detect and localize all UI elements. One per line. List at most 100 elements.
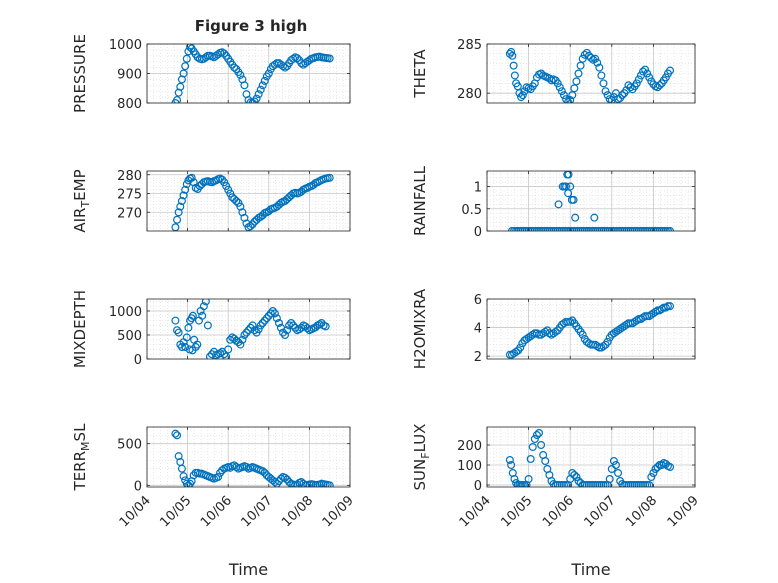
data-point [574,477,583,486]
data-point [240,81,249,90]
data-point [638,67,647,76]
data-point [626,83,635,92]
data-point [661,303,670,312]
data-point [177,197,186,206]
data-point [238,335,247,344]
data-point [258,319,267,328]
x-tick-label: 10/09 [665,493,702,530]
data-point [260,76,269,85]
axes-box [486,43,696,104]
data-point [232,197,241,206]
data-series [505,47,675,103]
data-point [246,222,255,231]
data-point [216,468,225,477]
data-point [262,314,271,323]
data-point [226,463,235,472]
y-tick-label: 0 [134,353,142,368]
data-point [651,465,660,474]
subplot-rainfall: 0 0.5 1 RAINFALL [411,165,696,240]
data-point [220,350,229,359]
x-tick-label: 10/04 [117,493,154,530]
data-point [279,328,288,337]
data-point [236,70,245,79]
y-axis-label: PRESSURE [71,34,89,113]
data-point [234,338,243,347]
x-tick-label: 10/04 [457,493,494,530]
data-point [254,90,263,99]
data-point [526,455,535,464]
data-point [325,54,334,63]
subplot-h2omixra: 2 4 6 H2OMIXRA [411,288,696,369]
data-point [274,477,283,486]
data-series [171,44,334,103]
data-point [260,316,269,325]
data-point [666,66,675,75]
data-point [323,480,332,487]
data-point [246,323,255,332]
minor-grid [487,299,695,359]
data-point [655,81,664,90]
data-point [236,340,245,349]
data-point [176,202,185,211]
data-point [591,54,600,63]
data-point [276,474,285,483]
y-tick-label: 0 [134,479,142,494]
data-point [524,475,533,484]
y-tick-label: 4 [474,322,482,337]
y-tick-label: 1000 [109,38,142,53]
data-point [214,473,223,482]
data-point [266,309,275,318]
data-point [568,469,577,478]
data-point [607,465,616,474]
x-tick-label: 10/07 [582,493,619,530]
y-axis-label: MIXDEPTH [71,290,89,368]
data-point [551,327,560,336]
y-axis-label: THETA [411,49,429,99]
data-point [177,343,186,352]
data-point [510,475,519,484]
y-tick-label: 1000 [109,305,142,320]
data-point [614,469,623,478]
y-tick-label: 0 [474,479,482,494]
data-series [507,171,675,231]
data-point [293,54,302,63]
data-point [653,463,662,472]
data-point [553,79,562,88]
y-axis-label: AIRTEMP [71,169,92,232]
data-point [507,47,516,56]
data-point [507,461,516,470]
y-tick-label: 275 [117,188,142,203]
data-point [272,314,281,323]
data-point [174,208,183,217]
data-point [222,352,231,359]
axes-box [486,426,696,488]
x-tick-label: 10/06 [540,493,577,530]
subplot-mixdepth: 0 500 1000 MIXDEPTH [71,290,351,368]
data-point [264,69,273,78]
data-point [258,81,267,90]
data-point [173,431,182,440]
data-point [510,71,519,80]
data-series [171,299,330,359]
data-point [174,452,183,461]
data-point [224,345,233,354]
subplot-terr-msl: 10/04 10/05 10/06 10/07 10/08 10/09 0 500 TERRMS… [71,423,357,579]
y-tick-label: 900 [117,68,142,83]
figure-title: Figure 3 high [195,17,308,35]
data-point [566,317,575,326]
data-point [230,63,239,72]
axes-box [486,170,696,232]
y-tick-label: 500 [117,329,142,344]
data-point [171,429,180,438]
data-point [570,471,579,480]
y-tick-label: 280 [117,169,142,184]
data-series [505,429,675,487]
data-point [252,94,261,103]
data-point [242,463,251,472]
x-tick-label: 10/06 [198,493,235,530]
data-point [505,456,514,465]
data-point [569,195,578,204]
data-point [174,328,183,337]
data-point [537,441,546,450]
